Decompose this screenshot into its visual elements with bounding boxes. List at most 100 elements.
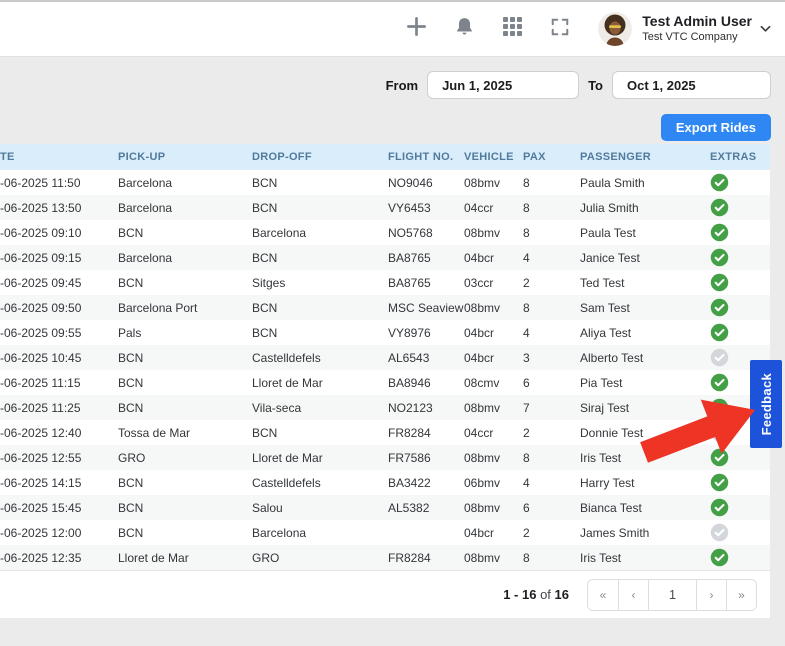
next-page-button[interactable]: › (696, 580, 726, 610)
column-header-4: VEHICLE (464, 151, 523, 163)
table-row[interactable]: -06-2025 12:40 Tossa de Mar BCN FR8284 0… (0, 420, 770, 445)
cell-date: -06-2025 10:45 (0, 351, 118, 365)
cell-pickup: Barcelona (118, 251, 252, 265)
from-label: From (386, 78, 419, 93)
cell-flight-no: BA3422 (388, 476, 464, 490)
cell-pickup: Tossa de Mar (118, 426, 252, 440)
cell-pax: 6 (523, 501, 580, 515)
cell-passenger: Iris Test (580, 451, 710, 465)
cell-date: -06-2025 15:45 (0, 501, 118, 515)
cell-dropoff: Sitges (252, 276, 388, 290)
avatar[interactable] (598, 12, 632, 46)
cell-flight-no: BA8765 (388, 251, 464, 265)
cell-extras (710, 298, 770, 317)
table-row[interactable]: -06-2025 11:50 Barcelona BCN NO9046 08bm… (0, 170, 770, 195)
user-name: Test Admin User (642, 13, 752, 31)
cell-pickup: BCN (118, 476, 252, 490)
table-body: -06-2025 11:50 Barcelona BCN NO9046 08bm… (0, 170, 770, 571)
cell-passenger: Bianca Test (580, 501, 710, 515)
notifications-button[interactable] (452, 17, 476, 41)
last-page-button[interactable]: » (726, 580, 756, 610)
cell-flight-no: FR8284 (388, 426, 464, 440)
feedback-button[interactable]: Feedback (750, 360, 782, 448)
cell-date: -06-2025 12:35 (0, 551, 118, 565)
cell-pax: 2 (523, 426, 580, 440)
cell-pickup: Barcelona (118, 201, 252, 215)
cell-flight-no: NO2123 (388, 401, 464, 415)
cell-pickup: BCN (118, 276, 252, 290)
cell-vehicle: 03ccr (464, 276, 523, 290)
cell-flight-no: MSC Seaview (388, 301, 464, 315)
cell-vehicle: 08bmv (464, 176, 523, 190)
table-row[interactable]: -06-2025 09:45 BCN Sitges BA8765 03ccr 2… (0, 270, 770, 295)
extras-check-icon (710, 223, 729, 242)
table-row[interactable]: -06-2025 09:15 Barcelona BCN BA8765 04bc… (0, 245, 770, 270)
table-row[interactable]: -06-2025 14:15 BCN Castelldefels BA3422 … (0, 470, 770, 495)
export-rides-button[interactable]: Export Rides (661, 114, 771, 141)
cell-dropoff: GRO (252, 551, 388, 565)
cell-passenger: Paula Test (580, 226, 710, 240)
table-row[interactable]: -06-2025 11:25 BCN Vila-seca NO2123 08bm… (0, 395, 770, 420)
column-header-6: PASSENGER (580, 151, 710, 163)
cell-dropoff: Barcelona (252, 526, 388, 540)
cell-passenger: Ted Test (580, 276, 710, 290)
cell-date: -06-2025 11:50 (0, 176, 118, 190)
extras-check-icon (710, 473, 729, 492)
cell-vehicle: 08bmv (464, 551, 523, 565)
table-header-row: TEPICK-UPDROP-OFFFLIGHT NO.VEHICLEPAXPAS… (0, 144, 770, 170)
account-dropdown-toggle[interactable] (760, 20, 771, 38)
table-row[interactable]: -06-2025 11:15 BCN Lloret de Mar BA8946 … (0, 370, 770, 395)
cell-pax: 2 (523, 276, 580, 290)
cell-vehicle: 08bmv (464, 301, 523, 315)
fullscreen-button[interactable] (548, 17, 572, 41)
table-row[interactable]: -06-2025 10:45 BCN Castelldefels AL6543 … (0, 345, 770, 370)
current-page-button[interactable]: 1 (648, 580, 696, 610)
extras-check-icon (710, 348, 729, 367)
table-row[interactable]: -06-2025 09:50 Barcelona Port BCN MSC Se… (0, 295, 770, 320)
table-row[interactable]: -06-2025 09:55 Pals BCN VY8976 04bcr 4 A… (0, 320, 770, 345)
first-page-button[interactable]: « (588, 580, 618, 610)
account-menu[interactable]: Test Admin User Test VTC Company (642, 13, 752, 44)
table-row[interactable]: -06-2025 13:50 Barcelona BCN VY6453 04cc… (0, 195, 770, 220)
extras-check-icon (710, 398, 729, 417)
cell-extras (710, 498, 770, 517)
cell-extras (710, 273, 770, 292)
cell-date: -06-2025 11:15 (0, 376, 118, 390)
cell-vehicle: 08bmv (464, 226, 523, 240)
cell-flight-no: VY8976 (388, 326, 464, 340)
cell-pax: 8 (523, 301, 580, 315)
cell-dropoff: BCN (252, 426, 388, 440)
table-row[interactable]: -06-2025 09:10 BCN Barcelona NO5768 08bm… (0, 220, 770, 245)
cell-flight-no: NO5768 (388, 226, 464, 240)
prev-page-button[interactable]: ‹ (618, 580, 648, 610)
table-row[interactable]: -06-2025 12:00 BCN Barcelona 04bcr 2 Jam… (0, 520, 770, 545)
add-button[interactable] (404, 17, 428, 41)
cell-flight-no: FR8284 (388, 551, 464, 565)
cell-vehicle: 04bcr (464, 351, 523, 365)
cell-flight-no: FR7586 (388, 451, 464, 465)
cell-dropoff: BCN (252, 251, 388, 265)
cell-passenger: Harry Test (580, 476, 710, 490)
cell-dropoff: Barcelona (252, 226, 388, 240)
cell-extras (710, 248, 770, 267)
cell-pax: 2 (523, 526, 580, 540)
pagination-bar: 1 - 16 of 16 «‹1›» (0, 571, 770, 618)
extras-check-icon (710, 498, 729, 517)
apps-button[interactable] (500, 17, 524, 41)
cell-extras (710, 223, 770, 242)
pagination-range: 1 - 16 (503, 587, 536, 602)
from-date-input[interactable] (427, 71, 579, 99)
table-row[interactable]: -06-2025 12:35 Lloret de Mar GRO FR8284 … (0, 545, 770, 570)
cell-pax: 7 (523, 401, 580, 415)
to-date-input[interactable] (612, 71, 771, 99)
cell-pax: 8 (523, 176, 580, 190)
cell-dropoff: Salou (252, 501, 388, 515)
table-row[interactable]: -06-2025 15:45 BCN Salou AL5382 08bmv 6 … (0, 495, 770, 520)
fullscreen-icon (550, 17, 570, 42)
topbar: Test Admin User Test VTC Company (0, 2, 785, 57)
cell-pax: 3 (523, 351, 580, 365)
cell-extras (710, 473, 770, 492)
pagination-summary: 1 - 16 of 16 (503, 587, 569, 602)
cell-extras (710, 448, 770, 467)
table-row[interactable]: -06-2025 12:55 GRO Lloret de Mar FR7586 … (0, 445, 770, 470)
